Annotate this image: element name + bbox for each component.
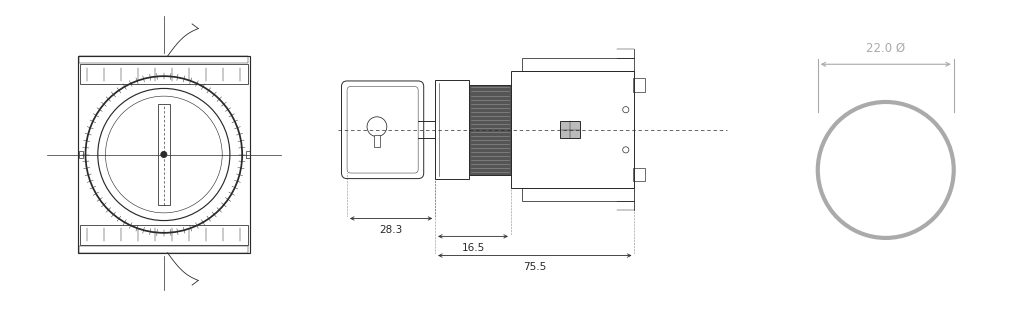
Bar — [521, 188, 635, 201]
Bar — [633, 168, 645, 181]
Bar — [80, 56, 248, 63]
Text: 16.5: 16.5 — [462, 243, 484, 253]
Bar — [79, 151, 83, 158]
Bar — [633, 78, 645, 92]
Bar — [469, 85, 511, 175]
Bar — [80, 246, 248, 253]
Bar — [246, 151, 250, 158]
Bar — [511, 71, 635, 188]
Bar — [158, 104, 170, 205]
Circle shape — [161, 151, 167, 158]
Bar — [80, 225, 248, 244]
Bar — [80, 65, 248, 84]
Text: 28.3: 28.3 — [380, 225, 402, 235]
Bar — [78, 56, 250, 253]
Bar — [435, 80, 469, 179]
Bar — [374, 135, 380, 147]
Text: 22.0 Ø: 22.0 Ø — [866, 42, 905, 55]
Bar — [560, 121, 580, 138]
Text: 75.5: 75.5 — [523, 262, 547, 272]
Bar — [521, 58, 635, 71]
